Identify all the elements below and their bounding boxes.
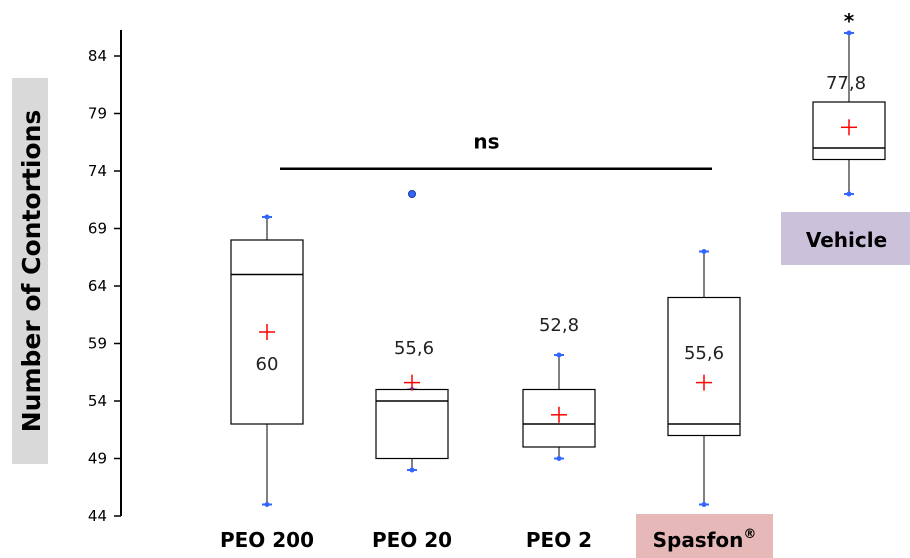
category-label-background [636,514,773,558]
whisker-low-point [264,502,270,507]
y-tick-label: 69 [88,220,107,238]
mean-value-label: 60 [256,354,279,375]
whisker-high-point [264,214,270,220]
box-peo-2: 52,8 [522,315,596,461]
box-peo-20: 55,6 [375,190,449,473]
y-tick-label: 64 [88,277,107,295]
whisker-low-point [556,456,562,461]
category-label-text: PEO 200 [220,528,314,552]
interquartile-box [522,388,596,448]
y-tick-label: 74 [88,162,107,180]
y-axis-title-background [12,78,48,464]
y-axis: 44 49 54 59 64 69 74 79 84 [88,30,122,525]
mean-value-label: 55,6 [394,338,434,359]
y-tick-label: 44 [88,507,107,525]
y-tick-label: 59 [88,335,107,353]
annotations: ns * [280,9,855,170]
category-label-text: Vehicle [806,228,887,252]
box-spasfon: 55,6 [667,249,741,507]
outlier-point [408,190,416,198]
category-label: Vehicle [806,228,887,252]
y-tick-label: 79 [88,105,107,123]
category-label: Spasfon® [653,527,757,552]
interquartile-box [667,296,741,437]
category-label-superscript: ® [743,527,756,542]
whisker-high-point [556,352,562,358]
whisker-low-point [701,502,707,507]
significance-asterisk: * [844,9,855,33]
box-peo-200: 60 [230,214,304,507]
category-label-background [781,212,910,265]
whisker-low-point [846,191,852,197]
interquartile-box [375,388,449,460]
category-label-text: PEO 2 [526,528,592,552]
mean-value-label: 77,8 [826,73,866,94]
boxes: 60 55,6 52,8 55,6 77,8 [230,30,886,507]
y-axis-title-group: Number of Contortions [12,78,48,464]
whisker-high-point [846,30,852,36]
y-axis-title: Number of Contortions [17,110,46,433]
category-label: PEO 20 [372,528,452,552]
category-label-text: PEO 20 [372,528,452,552]
y-tick-label: 49 [88,450,107,468]
ns-label: ns [473,130,499,154]
mean-value-label: 52,8 [539,315,579,336]
category-label: PEO 2 [526,528,592,552]
mean-value-label: 55,6 [684,343,724,364]
y-tick-label: 84 [88,47,107,65]
whisker-high-point [701,249,707,254]
category-labels: PEO 200 PEO 20 PEO 2 Spasfon® Vehicle [220,212,910,558]
whisker-low-point [409,467,415,473]
y-tick-label: 54 [88,392,107,410]
category-label-text: Spasfon [653,528,744,552]
category-label: PEO 200 [220,528,314,552]
box-vehicle: 77,8 [812,30,886,197]
